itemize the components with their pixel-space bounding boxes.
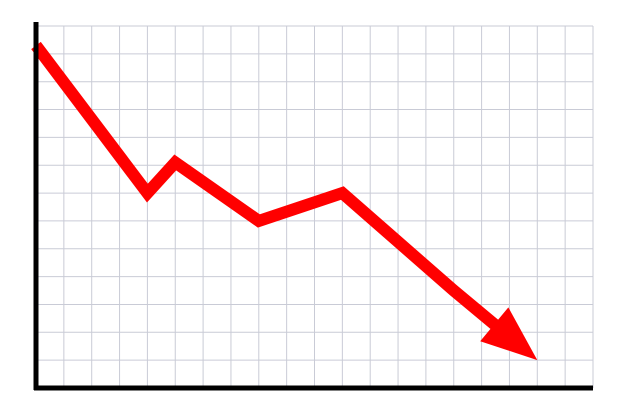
trend-line — [31, 41, 503, 333]
axes-layer — [33, 22, 593, 391]
arrowhead-icon — [480, 307, 538, 361]
series-layer — [31, 41, 538, 361]
